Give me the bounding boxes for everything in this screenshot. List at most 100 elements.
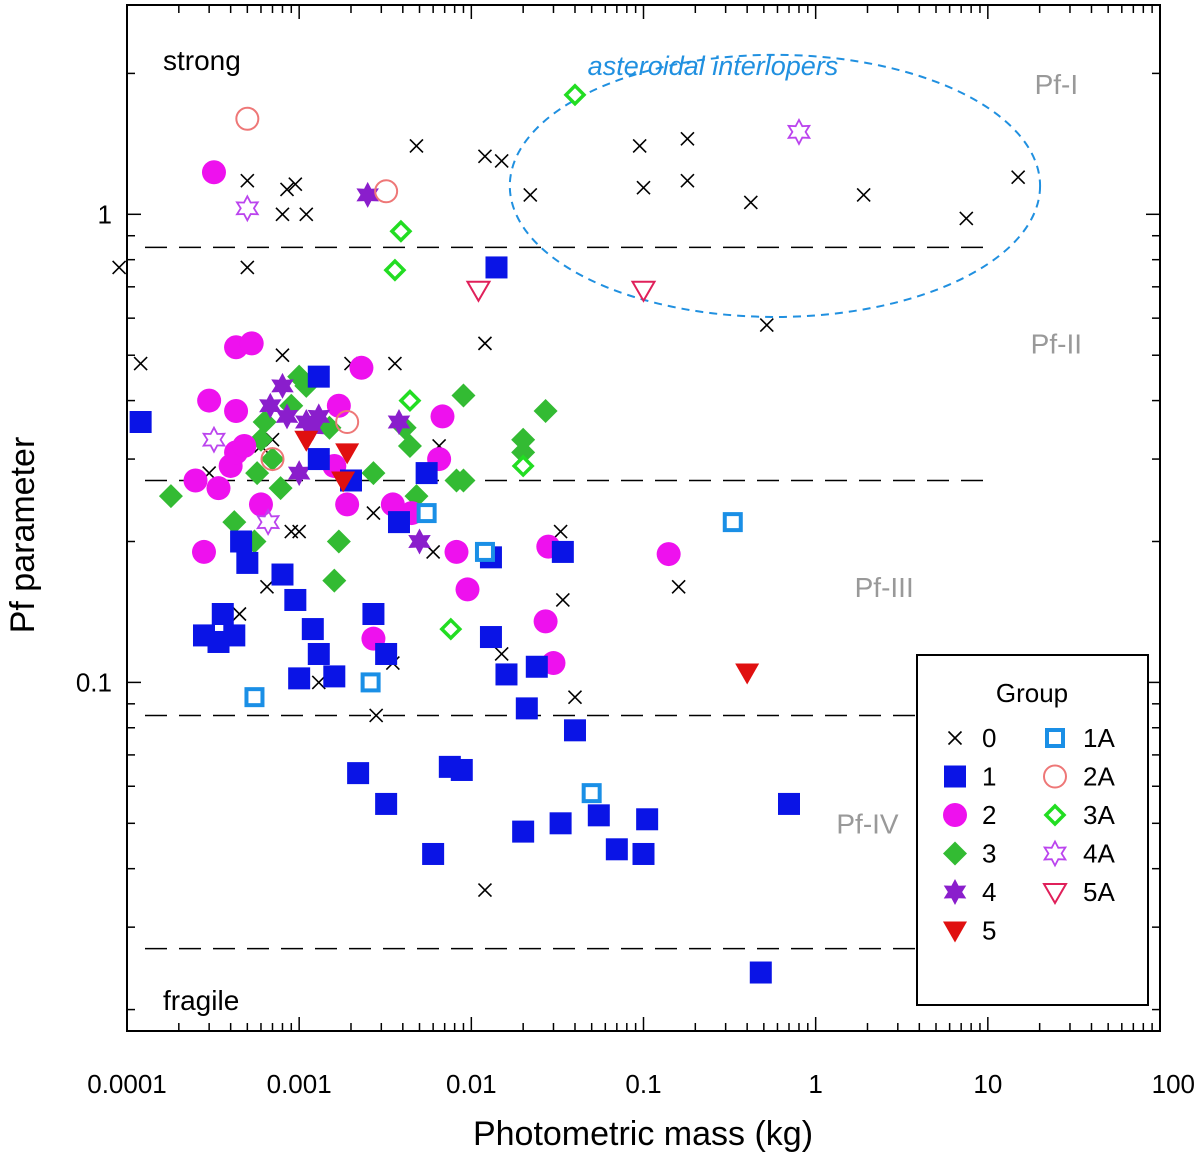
data-point-group-3 [322,568,347,593]
marker-stroke [275,207,290,222]
data-point-group-1 [129,411,152,434]
data-point-group-0 [366,506,381,521]
x-tick-label: 0.1 [625,1069,661,1099]
legend-marker-5 [943,921,967,943]
data-point-group-1 [515,697,538,720]
legend-title: Group [996,678,1068,708]
data-point-group-1 [587,804,610,827]
marker-stroke [366,506,381,521]
data-point-group-4A [786,117,812,146]
data-point-group-1 [307,448,330,471]
marker-stroke [856,187,871,203]
data-point-group-0 [567,690,583,705]
data-point-group-2 [206,476,231,501]
data-point-group-0 [555,592,570,608]
y-axis-title: Pf parameter [4,437,42,634]
data-point-group-5 [331,471,356,493]
data-point-group-0 [959,211,974,226]
data-point-group-3 [222,510,247,535]
data-point-group-4 [387,409,411,435]
data-point-group-2 [239,331,264,356]
data-point-group-4 [356,181,379,208]
data-point-group-1 [777,792,800,815]
marker-stroke [232,606,247,622]
legend-label-2A: 2A [1083,762,1115,792]
legend: Group 0 1 2 3 4 5 1A 2A 3A 4A 5A [916,654,1149,1006]
data-point-group-4 [271,372,294,399]
data-points [112,83,1026,984]
fragile-label: fragile [163,985,239,1016]
interloper-ellipse [508,53,1042,318]
data-point-group-5 [735,663,760,685]
legend-label-3A: 3A [1083,800,1115,830]
data-point-group-4 [259,392,282,419]
data-point-group-0 [477,883,493,898]
data-point-group-1 [362,602,385,625]
data-point-group-4A [201,425,227,454]
data-point-group-1 [323,665,346,688]
data-point-group-1 [749,961,772,984]
data-point-group-1 [211,602,234,625]
data-point-group-4A [256,508,281,537]
data-point-group-3 [268,476,293,501]
data-point-group-0 [856,187,871,203]
series-group-1A [244,503,743,804]
data-point-group-0 [240,260,255,275]
data-point-group-0 [636,180,651,195]
x-tick-label: 0.01 [446,1069,497,1099]
series-group-4A [201,117,812,537]
series-group-5A [465,280,657,303]
data-point-group-4 [287,460,311,487]
marker-stroke [275,348,290,363]
region-label: Pf-IV [836,808,899,839]
legend-marker-0 [947,730,963,746]
marker-stroke [292,524,307,539]
data-point-group-2 [444,539,469,564]
data-point-group-3 [511,427,536,452]
data-point-group-1 [288,667,311,690]
data-point-group-0 [409,138,424,153]
legend-marker-2A [1043,764,1067,789]
data-point-group-2 [455,577,480,602]
marker-stroke [133,356,148,371]
data-point-group-1 [236,551,259,574]
region-labels: Pf-I Pf-II Pf-III Pf-IV [836,69,1082,839]
data-point-group-1A [360,672,381,693]
data-point-group-1 [307,642,330,665]
pf-boundaries [145,246,988,950]
data-point-group-0 [387,356,403,371]
data-point-group-2 [430,404,455,429]
data-point-group-3A [439,617,463,641]
data-point-group-2 [191,539,216,564]
y-tick-label: 0.1 [76,667,112,697]
data-point-group-0 [112,260,127,275]
data-point-group-2 [201,160,226,185]
interloper-region [508,53,1042,318]
x-axis-title: Photometric mass (kg) [473,1115,813,1153]
legend-entries: 0 1 2 3 4 5 1A 2A 3A 4A 5A [943,723,1115,946]
data-point-group-5 [335,443,360,465]
data-point-group-3 [326,529,351,554]
data-point-group-1 [415,462,438,485]
data-point-group-2 [224,399,249,424]
data-point-group-1 [450,758,473,781]
data-point-group-0 [275,348,290,363]
data-point-group-0 [632,138,647,153]
marker-stroke [636,180,651,195]
legend-box [916,654,1149,1006]
data-point-group-0 [311,675,326,690]
data-point-group-2 [197,388,222,413]
data-point-group-0 [477,336,493,351]
data-point-group-2A [374,179,399,204]
data-point-group-3 [158,484,183,509]
legend-marker-3A [1043,803,1067,827]
marker-stroke [567,690,583,705]
legend-marker-5A [1042,883,1068,905]
data-point-group-0 [759,317,774,333]
data-point-group-1 [632,842,655,865]
data-point-group-2A [335,410,360,435]
data-point-group-1 [271,563,294,586]
data-point-group-0 [553,524,568,539]
data-point-group-1 [347,762,370,785]
